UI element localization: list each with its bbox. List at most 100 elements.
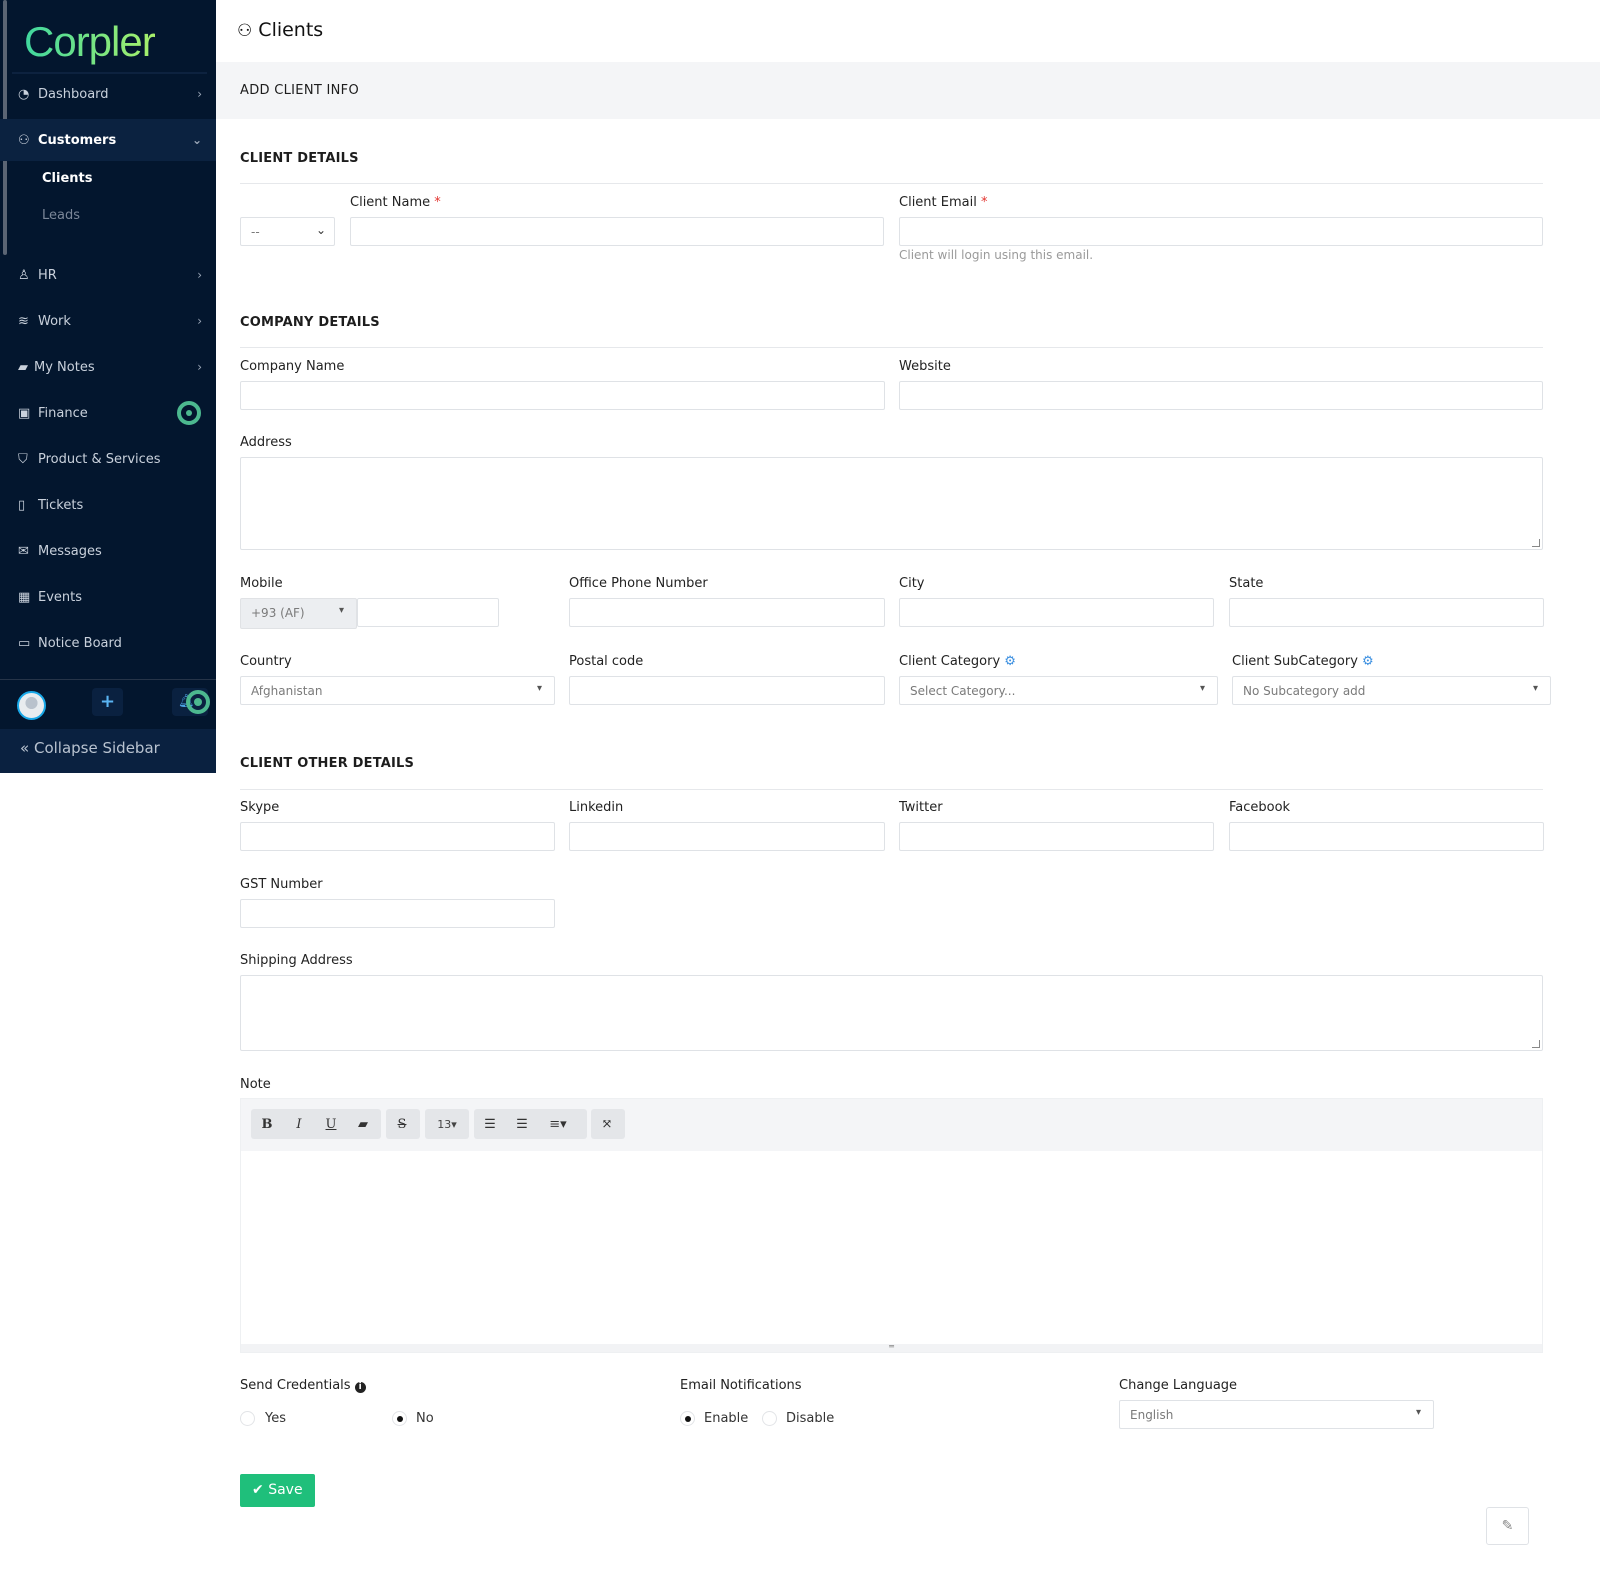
client-subcategory-select[interactable]: No Subcategory add bbox=[1232, 676, 1551, 705]
editor-resize-handle[interactable]: ═ bbox=[241, 1343, 1542, 1352]
sidebar-item-hr[interactable]: ♙ HR › bbox=[0, 254, 216, 296]
italic-icon[interactable]: I bbox=[296, 1116, 302, 1132]
sidebar-item-tickets[interactable]: ▯ Tickets bbox=[0, 484, 216, 526]
website-input[interactable] bbox=[899, 381, 1543, 410]
divider bbox=[240, 789, 1543, 790]
email-notifications-enable-radio[interactable] bbox=[680, 1411, 695, 1426]
chevron-right-icon: › bbox=[197, 314, 202, 328]
state-label: State bbox=[1229, 576, 1264, 591]
editor-toolbar: B I U ▰ S 13 ▾ ☰ ☰ ≡▾ ⤧ bbox=[241, 1099, 1542, 1151]
salutation-value: -- bbox=[251, 225, 260, 239]
gear-icon[interactable]: ⚙ bbox=[1004, 654, 1016, 669]
calendar-icon: ▦ bbox=[18, 589, 31, 605]
client-category-select[interactable]: Select Category... bbox=[899, 676, 1218, 705]
send-credentials-yes-radio[interactable] bbox=[240, 1411, 255, 1426]
linkedin-input[interactable] bbox=[569, 822, 885, 851]
sidebar-item-label: My Notes bbox=[34, 359, 95, 375]
twitter-label: Twitter bbox=[899, 800, 943, 815]
monitor-icon: ▭ bbox=[18, 635, 31, 651]
address-textarea[interactable] bbox=[240, 457, 1543, 550]
save-button[interactable]: ✔ Save bbox=[240, 1474, 315, 1507]
sidebar-item-customers[interactable]: ⚇ Customers ⌄ bbox=[0, 119, 216, 161]
unordered-list-icon[interactable]: ☰ bbox=[484, 1116, 496, 1132]
company-name-input[interactable] bbox=[240, 381, 885, 410]
eraser-icon[interactable]: ▰ bbox=[358, 1116, 368, 1132]
sidebar-item-messages[interactable]: ✉ Messages bbox=[0, 530, 216, 572]
sidebar-item-notice-board[interactable]: ▭ Notice Board bbox=[0, 622, 216, 664]
state-input[interactable] bbox=[1229, 598, 1544, 627]
fullscreen-icon[interactable]: ⤧ bbox=[601, 1116, 613, 1132]
font-size-value: 13 bbox=[437, 1117, 452, 1131]
salutation-select[interactable]: -- ⌄ bbox=[240, 217, 335, 246]
facebook-input[interactable] bbox=[1229, 822, 1544, 851]
sidebar-subitem-clients[interactable]: Clients bbox=[42, 171, 93, 186]
skype-label: Skype bbox=[240, 800, 280, 815]
book-icon: ▰ bbox=[18, 359, 28, 375]
postal-code-input[interactable] bbox=[569, 676, 885, 705]
client-subcategory-label: Client SubCategory ⚙ bbox=[1232, 654, 1374, 669]
client-email-input[interactable] bbox=[899, 217, 1543, 246]
skype-input[interactable] bbox=[240, 822, 555, 851]
sidebar: Corpler ◔ Dashboard › ⚇ Customers ⌄ Clients … bbox=[0, 0, 216, 773]
toolbar-group-strike: S bbox=[386, 1109, 420, 1139]
send-credentials-no-radio[interactable] bbox=[392, 1411, 407, 1426]
label-text: Client Category bbox=[899, 654, 1001, 669]
sidebar-item-label: Product & Services bbox=[38, 451, 161, 467]
sidebar-item-label: Customers bbox=[38, 132, 117, 148]
mobile-label: Mobile bbox=[240, 576, 283, 591]
sidebar-item-work[interactable]: ≋ Work › bbox=[0, 300, 216, 342]
user-icon: ♙ bbox=[18, 267, 30, 283]
sidebar-item-events[interactable]: ▦ Events bbox=[0, 576, 216, 618]
mobile-input[interactable] bbox=[357, 598, 499, 627]
customers-icon: ⚇ bbox=[18, 132, 30, 148]
country-code-select[interactable]: +93 (AF) bbox=[240, 598, 357, 629]
section-heading-company-details: COMPANY DETAILS bbox=[240, 315, 380, 330]
office-phone-input[interactable] bbox=[569, 598, 885, 627]
gst-number-input[interactable] bbox=[240, 899, 555, 928]
collapse-sidebar-button[interactable]: « Collapse Sidebar bbox=[0, 729, 216, 773]
sidebar-subitem-leads[interactable]: Leads bbox=[42, 208, 81, 223]
sidebar-item-label: Messages bbox=[38, 543, 102, 559]
sidebar-item-finance[interactable]: ▣ Finance bbox=[0, 392, 216, 434]
note-label: Note bbox=[240, 1077, 271, 1092]
twitter-input[interactable] bbox=[899, 822, 1214, 851]
info-icon: i bbox=[354, 1382, 366, 1393]
email-notifications-disable-radio[interactable] bbox=[762, 1411, 777, 1426]
strikethrough-icon[interactable]: S bbox=[397, 1116, 407, 1132]
collapse-sidebar-label: Collapse Sidebar bbox=[33, 739, 160, 757]
avatar[interactable] bbox=[17, 691, 46, 720]
ordered-list-icon[interactable]: ☰ bbox=[516, 1116, 528, 1132]
align-dropdown-icon[interactable]: ≡▾ bbox=[549, 1116, 567, 1132]
shipping-address-textarea[interactable] bbox=[240, 975, 1543, 1051]
envelope-icon: ✉ bbox=[18, 543, 29, 559]
underline-icon[interactable]: U bbox=[325, 1116, 337, 1132]
linkedin-label: Linkedin bbox=[569, 800, 624, 815]
gear-icon[interactable]: ⚙ bbox=[1362, 654, 1374, 669]
notification-button[interactable]: 🔔︎ bbox=[172, 688, 210, 716]
sidebar-item-label: HR bbox=[38, 267, 57, 283]
office-phone-label: Office Phone Number bbox=[569, 576, 708, 591]
country-label: Country bbox=[240, 654, 292, 669]
sidebar-item-my-notes[interactable]: ▰ My Notes › bbox=[0, 346, 216, 388]
cart-icon: ⛉ bbox=[18, 451, 28, 467]
divider bbox=[12, 72, 207, 74]
editor-content[interactable] bbox=[241, 1151, 1542, 1346]
edit-floating-button[interactable]: ✎ bbox=[1486, 1507, 1529, 1545]
add-button[interactable]: + bbox=[92, 688, 123, 716]
language-select[interactable]: English bbox=[1119, 1400, 1434, 1429]
client-name-input[interactable] bbox=[350, 217, 884, 246]
sidebar-item-dashboard[interactable]: ◔ Dashboard › bbox=[0, 73, 216, 115]
save-label: Save bbox=[268, 1482, 303, 1498]
page-title: ⚇ Clients bbox=[237, 19, 323, 41]
sidebar-item-product-services[interactable]: ⛉ Product & Services bbox=[0, 438, 216, 480]
country-select[interactable]: Afghanistan bbox=[240, 676, 555, 705]
postal-code-label: Postal code bbox=[569, 654, 644, 669]
ticket-icon: ▯ bbox=[18, 497, 26, 513]
bold-icon[interactable]: B bbox=[261, 1116, 273, 1132]
company-name-label: Company Name bbox=[240, 359, 345, 374]
sidebar-item-label: Notice Board bbox=[38, 635, 122, 651]
layers-icon: ≋ bbox=[18, 313, 29, 329]
font-size-dropdown[interactable]: 13 ▾ bbox=[425, 1109, 469, 1139]
note-editor: B I U ▰ S 13 ▾ ☰ ☰ ≡▾ ⤧ ═ bbox=[240, 1098, 1543, 1353]
city-input[interactable] bbox=[899, 598, 1214, 627]
